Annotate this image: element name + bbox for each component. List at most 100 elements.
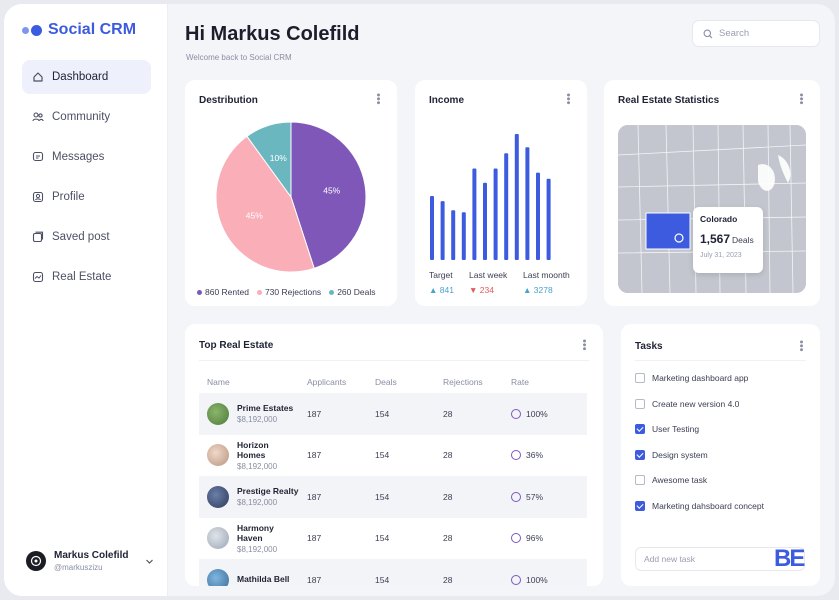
- more-options-icon[interactable]: •••: [578, 339, 590, 351]
- tasks-card: Tasks ••• Marketing dashboard app Create…: [621, 324, 820, 586]
- deals-cell: 154: [367, 476, 435, 518]
- sidebar-item-dashboard[interactable]: Dashboard: [22, 60, 151, 94]
- property-thumbnail: [207, 444, 229, 467]
- sidebar-item-label: Community: [52, 111, 111, 123]
- property-thumbnail: [207, 402, 229, 425]
- table-row[interactable]: Horizon Homes $8,192,000 187 154 28 36%: [199, 435, 587, 477]
- rate-ring-icon: [511, 533, 521, 544]
- pie-slice-rented[interactable]: [290, 121, 367, 269]
- search-placeholder: Search: [719, 28, 750, 39]
- task-item[interactable]: Marketing dashboard app: [635, 373, 748, 383]
- task-item[interactable]: Create new version 4.0: [635, 398, 739, 409]
- applicants-cell: 187: [307, 533, 322, 544]
- income-bar[interactable]: [504, 153, 509, 260]
- property-price: $8,192,000: [237, 544, 278, 554]
- user-name: Markus Colefild: [54, 550, 129, 561]
- task-checkbox[interactable]: [635, 373, 645, 383]
- tooltip-unit: Deals: [732, 235, 754, 245]
- add-task-placeholder: Add new task: [644, 554, 696, 564]
- task-item[interactable]: Awesome task: [635, 475, 707, 485]
- more-options-icon[interactable]: •••: [795, 93, 807, 105]
- column-header-deals[interactable]: Deals: [375, 377, 397, 387]
- tooltip-date: July 31, 2023: [700, 252, 742, 259]
- user-profile-menu[interactable]: Markus Colefild @markuszizu: [26, 550, 154, 572]
- sidebar-item-community[interactable]: Community: [22, 100, 151, 134]
- applicants-cell: 187: [299, 559, 367, 586]
- card-title: Destribution: [199, 95, 258, 106]
- column-header-applicants[interactable]: Applicants: [307, 377, 347, 387]
- column-header-rejections[interactable]: Rejections: [443, 377, 483, 387]
- property-price: $8,192,000: [237, 461, 278, 471]
- pie-slice-deals[interactable]: [246, 121, 292, 199]
- income-bar[interactable]: [472, 168, 477, 260]
- task-label: Marketing dahsboard concept: [652, 500, 764, 511]
- income-bar[interactable]: [536, 172, 540, 260]
- add-task-input[interactable]: Add new task: [635, 547, 805, 571]
- legend-item-deals: 260 Deals: [329, 287, 375, 297]
- income-bar[interactable]: [483, 182, 487, 260]
- deals-cell: 154: [375, 533, 390, 544]
- task-checkbox[interactable]: [635, 475, 645, 485]
- chevron-down-icon[interactable]: [145, 557, 154, 566]
- stat-value: 841: [439, 285, 454, 295]
- stat-label: Last week: [469, 270, 508, 280]
- message-icon: [32, 151, 44, 162]
- income-bar[interactable]: [514, 134, 519, 260]
- legend-label: 860 Rented: [205, 287, 249, 297]
- watermark-text: BE: [774, 545, 805, 572]
- table-row[interactable]: Prime Estates $8,192,000 187 154 28 100%: [199, 393, 587, 435]
- stat-value: 234: [479, 285, 494, 295]
- table-row[interactable]: Prestige Realty $8,192,000 187 154 28 57%: [199, 476, 587, 518]
- pie-slice-label: 45%: [246, 211, 263, 221]
- sidebar-item-label: Profile: [52, 191, 85, 203]
- income-bar[interactable]: [430, 195, 434, 260]
- sidebar-item-saved-post[interactable]: Saved post: [22, 220, 151, 254]
- property-thumbnail: [207, 568, 229, 586]
- income-bar-chart: [430, 134, 551, 260]
- income-bar[interactable]: [451, 210, 456, 260]
- table-row[interactable]: Harmony Haven $8,192,000 187 154 28 96%: [199, 518, 587, 560]
- more-options-icon[interactable]: •••: [372, 93, 384, 105]
- table-row[interactable]: Mathilda Bell 187 154 28 100%: [199, 559, 587, 586]
- pie-slice-rejections[interactable]: [215, 135, 315, 273]
- more-options-icon[interactable]: •••: [795, 340, 807, 352]
- task-checkbox[interactable]: [635, 500, 645, 511]
- tooltip-state: Colorado: [700, 214, 738, 224]
- income-bar[interactable]: [461, 212, 466, 260]
- more-options-icon[interactable]: •••: [562, 93, 574, 105]
- income-bar[interactable]: [493, 168, 498, 260]
- task-item[interactable]: Marketing dahsboard concept: [635, 500, 764, 511]
- us-map[interactable]: Colorado 1,567 Deals July 31, 2023: [618, 125, 806, 293]
- sidebar-item-profile[interactable]: Profile: [22, 180, 151, 214]
- task-item[interactable]: Design system: [635, 449, 708, 460]
- column-header-rate[interactable]: Rate: [511, 377, 529, 387]
- pie-slice-label: 45%: [323, 186, 340, 196]
- legend-item-rejections: 730 Rejections: [256, 287, 321, 297]
- sidebar-item-messages[interactable]: Messages: [22, 140, 151, 174]
- task-checkbox[interactable]: [635, 449, 645, 460]
- real-estate-statistics-card: Real Estate Statistics ••• Colorado 1,56…: [604, 80, 820, 306]
- sidebar-item-real-estate[interactable]: Real Estate: [22, 260, 151, 294]
- property-name: Mathilda Bell: [237, 573, 290, 584]
- column-header-name[interactable]: Name: [207, 377, 230, 387]
- card-title: Real Estate Statistics: [618, 95, 720, 106]
- task-item[interactable]: User Testing: [635, 424, 699, 434]
- app-logo[interactable]: Social CRM: [22, 21, 136, 39]
- task-checkbox[interactable]: [635, 398, 645, 409]
- income-bar[interactable]: [546, 178, 551, 260]
- tooltip-value: 1,567: [700, 232, 731, 246]
- applicants-cell: 187: [307, 450, 322, 461]
- search-input[interactable]: Search: [692, 20, 820, 47]
- bookmark-icon: [32, 231, 44, 243]
- income-bar[interactable]: [525, 147, 530, 260]
- property-thumbnail: [207, 485, 229, 508]
- property-name: Prestige Realty: [237, 486, 299, 497]
- deals-cell: 154: [367, 393, 435, 435]
- income-card: Income ••• Target ▲ 841 Last week ▼ 234 …: [415, 80, 587, 306]
- rejections-cell: 28: [435, 393, 503, 435]
- property-price: $8,192,000: [237, 415, 278, 425]
- task-checkbox[interactable]: [635, 424, 645, 434]
- rate-ring-icon: [511, 450, 521, 461]
- legend-item-rented: 860 Rented: [197, 287, 249, 297]
- income-bar[interactable]: [440, 201, 445, 260]
